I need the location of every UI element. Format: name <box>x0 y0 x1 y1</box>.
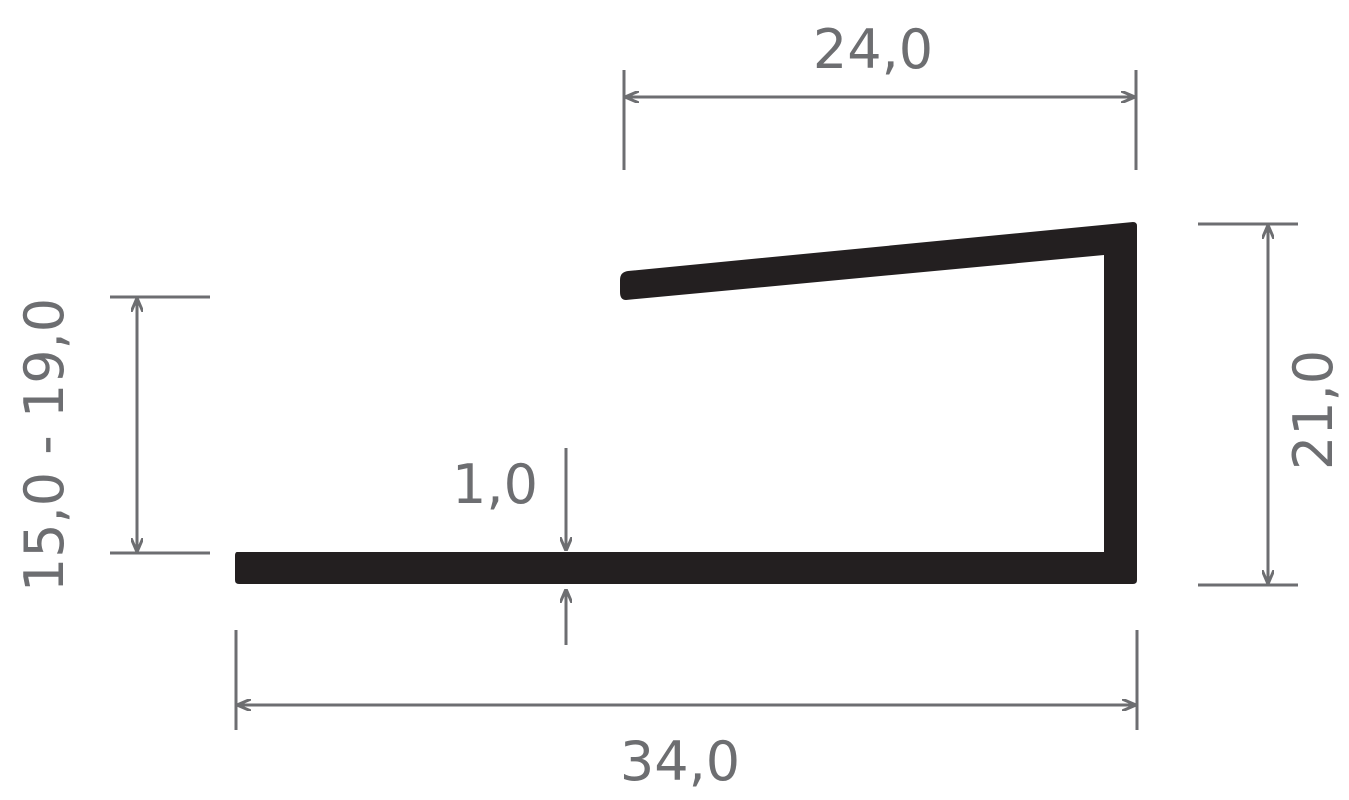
dimension-top-width: 24,0 <box>622 18 1138 170</box>
dimension-thickness: 1,0 <box>452 448 566 645</box>
dimension-label-top-width: 24,0 <box>813 18 933 81</box>
dimension-label-total-width: 34,0 <box>620 730 740 793</box>
dimension-label-adjustable-height: 15,0 - 19,0 <box>13 298 76 592</box>
profile-shape <box>235 222 1137 584</box>
dimension-height: 21,0 <box>1198 222 1345 587</box>
dimension-total-width: 34,0 <box>234 630 1139 793</box>
dimension-label-thickness: 1,0 <box>452 453 538 516</box>
dimension-adjustable-height: 15,0 - 19,0 <box>13 295 210 592</box>
dimension-label-height: 21,0 <box>1282 350 1345 470</box>
